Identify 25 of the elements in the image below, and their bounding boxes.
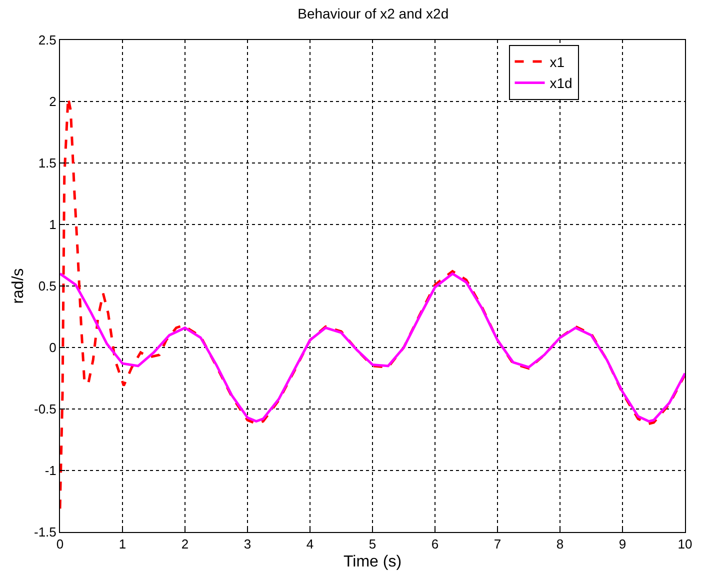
x-tick-label: 9: [618, 536, 626, 552]
chart-title: Behaviour of x2 and x2d: [298, 6, 449, 22]
x-tick-label: 5: [368, 536, 376, 552]
y-tick-label: -1: [44, 463, 56, 478]
x-tick-label: 2: [181, 536, 189, 552]
y-tick-label: -1.5: [34, 524, 56, 540]
x-tick-label: 3: [244, 536, 252, 552]
y-tick-label: 0: [49, 340, 56, 356]
y-axis-title: rad/s: [10, 268, 27, 304]
x-axis-title: Time (s): [343, 553, 402, 570]
y-tick-label: 2: [49, 94, 56, 110]
x-tick-label: 6: [431, 536, 439, 552]
x-tick-label: 7: [494, 536, 502, 552]
line-series: [60, 272, 685, 423]
y-tick-label: 1: [49, 217, 56, 232]
y-tick-label: 0.5: [38, 278, 56, 294]
x-tick-label: 8: [556, 536, 564, 552]
x-tick-label: 4: [306, 536, 314, 552]
x-tick-label: 1: [118, 536, 126, 552]
legend-label: x1: [550, 54, 565, 70]
y-tick-label: 2.5: [38, 32, 56, 48]
legend-label: x1d: [550, 75, 572, 92]
y-tick-label: 1.5: [38, 156, 56, 171]
y-tick-label: -0.5: [34, 402, 56, 417]
x-tick-label: 10: [678, 536, 692, 552]
